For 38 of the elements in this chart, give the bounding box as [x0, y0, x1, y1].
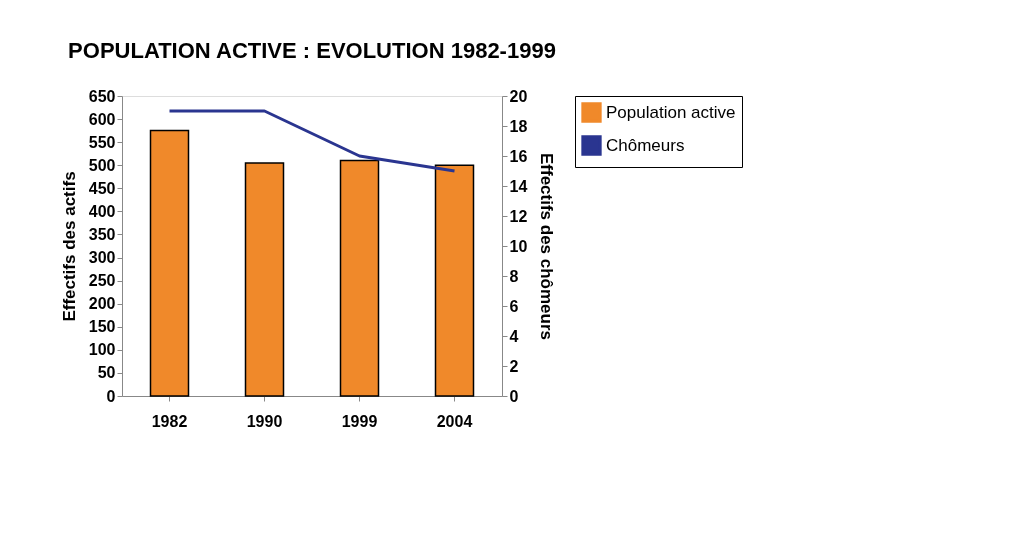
legend-label: Chômeurs	[606, 135, 685, 155]
bar	[339, 159, 380, 397]
x-tick-label: 1982	[151, 412, 188, 430]
y-tick-label: 250	[88, 272, 116, 290]
y2-tick-label: 4	[509, 327, 519, 345]
chart-title: POPULATION ACTIVE : EVOLUTION 1982-1999	[68, 38, 556, 63]
x-tick-label: 1990	[246, 412, 283, 430]
y2-tick-label: 20	[509, 87, 528, 105]
y2-tick-label: 8	[509, 267, 519, 285]
legend-label: Population active	[606, 102, 736, 122]
y-tick-label: 600	[88, 110, 116, 128]
y-tick-label: 450	[88, 179, 116, 197]
y-tick-label: 350	[88, 225, 116, 243]
y-tick-label: 100	[88, 341, 116, 359]
y-tick-label: 500	[88, 156, 116, 174]
y-tick-label: 650	[88, 87, 116, 105]
y2-axis-title: Effectifs des chômeurs	[537, 152, 557, 341]
bar	[434, 164, 475, 397]
y-tick-label: 400	[88, 202, 116, 220]
y2-tick-label: 14	[509, 177, 528, 195]
y2-tick-label: 18	[509, 117, 528, 135]
y-tick-label: 150	[88, 318, 116, 336]
y-axis-title: Effectifs des actifs	[59, 171, 79, 322]
y-tick-label: 200	[88, 295, 116, 313]
y2-tick-label: 0	[509, 387, 519, 405]
y2-tick-label: 16	[509, 147, 528, 165]
y-tick-label: 0	[106, 387, 116, 405]
y-tick-label: 50	[97, 364, 116, 382]
bar	[244, 162, 285, 397]
x-tick-label: 2004	[436, 412, 473, 430]
y2-tick-label: 6	[509, 297, 519, 315]
y-tick-label: 550	[88, 133, 116, 151]
y2-tick-label: 12	[509, 207, 528, 225]
bar	[149, 129, 190, 397]
y-tick-label: 300	[88, 249, 116, 267]
y2-tick-label: 10	[509, 237, 528, 255]
x-tick-label: 1999	[341, 412, 378, 430]
y2-tick-label: 2	[509, 357, 519, 375]
